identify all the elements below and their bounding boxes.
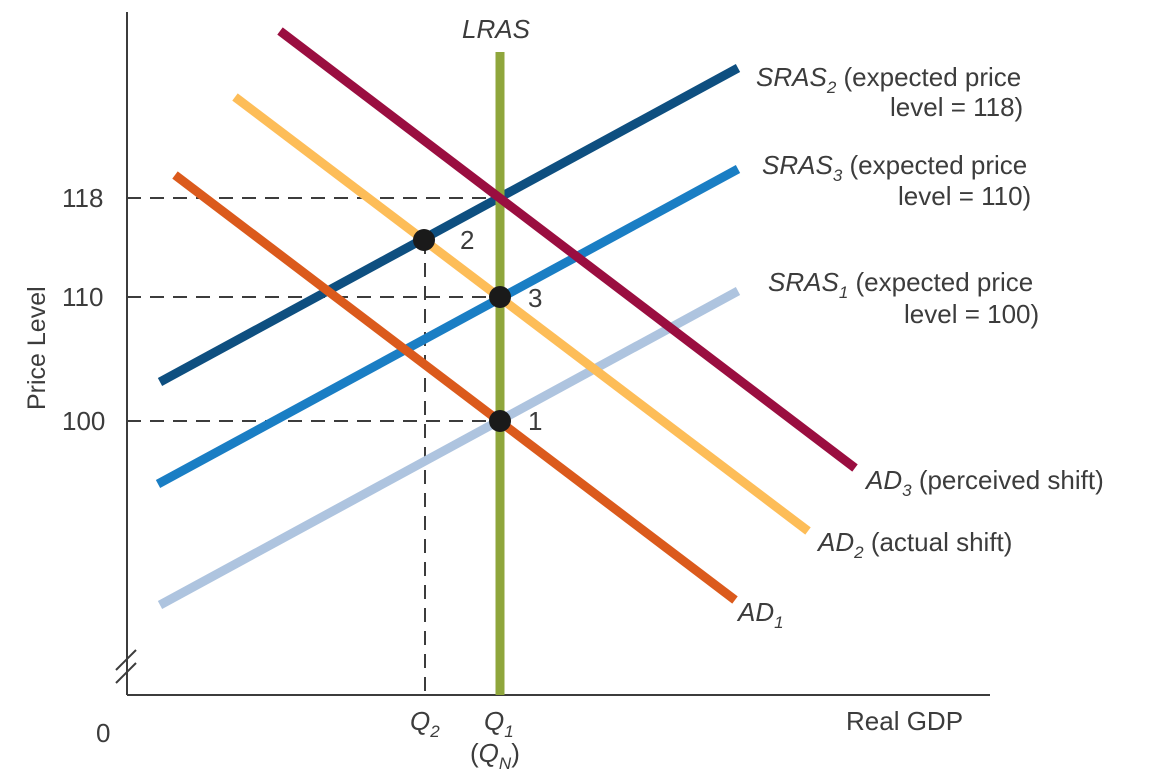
equilibrium-point-2 bbox=[413, 229, 435, 251]
equilibrium-point-1 bbox=[489, 410, 511, 432]
label-sras3-note: (expected price bbox=[842, 150, 1027, 180]
label-sras2-name: SRAS bbox=[756, 62, 827, 92]
label-sras3-name: SRAS bbox=[762, 150, 833, 180]
curve-ad2 bbox=[232, 93, 811, 535]
label-sras2-note: (expected price bbox=[836, 62, 1021, 92]
label-ad2-note: (actual shift) bbox=[864, 527, 1013, 557]
label-ad1-sub: 1 bbox=[774, 613, 783, 632]
ytick-label-110: 110 bbox=[62, 282, 103, 312]
axis-break-mark bbox=[115, 662, 137, 684]
label-lras: LRAS bbox=[462, 14, 531, 44]
label-ad1-name: AD bbox=[736, 597, 774, 627]
label-sras3: SRAS3 (expected price bbox=[762, 150, 1027, 185]
point-label-2: 2 bbox=[460, 225, 474, 255]
label-ad3: AD3 (perceived shift) bbox=[864, 465, 1104, 500]
label-sras1-note: (expected price bbox=[848, 267, 1033, 297]
xtick-label-q2: Q2 bbox=[410, 706, 440, 741]
label-ad2: AD2 (actual shift) bbox=[816, 527, 1012, 562]
xtick-q1-sub: 1 bbox=[504, 722, 513, 741]
label-ad1: AD1 bbox=[736, 597, 784, 632]
point-label-1: 1 bbox=[528, 406, 542, 436]
xtick-label-q1: Q1 bbox=[484, 706, 514, 741]
label-sras1-sub: 1 bbox=[839, 283, 848, 302]
label-ad3-sub: 3 bbox=[902, 481, 912, 500]
xtick-qn-open: ( bbox=[470, 738, 479, 768]
xtick-qn-close: ) bbox=[511, 738, 520, 768]
label-ad3-note: (perceived shift) bbox=[912, 465, 1104, 495]
label-sras1-note2: level = 100) bbox=[904, 299, 1039, 329]
label-sras2-sub: 2 bbox=[826, 78, 837, 97]
curve-sras1 bbox=[157, 287, 741, 609]
equilibrium-point-3 bbox=[489, 286, 511, 308]
label-sras3-note2: level = 110) bbox=[898, 181, 1031, 211]
axis-break-mark bbox=[115, 649, 137, 671]
ytick-label-118: 118 bbox=[62, 183, 103, 213]
curve-sras2 bbox=[157, 64, 741, 386]
point-label-3: 3 bbox=[528, 283, 542, 313]
x-axis-title: Real GDP bbox=[846, 706, 963, 736]
curve-ad1 bbox=[172, 171, 738, 604]
ytick-label-100: 100 bbox=[62, 406, 105, 436]
label-ad2-sub: 2 bbox=[853, 543, 864, 562]
xtick-qn-letter: Q bbox=[479, 738, 499, 768]
origin-label: 0 bbox=[96, 718, 110, 748]
label-ad3-name: AD bbox=[864, 465, 902, 495]
label-sras3-sub: 3 bbox=[833, 166, 843, 185]
label-sras2: SRAS2 (expected price bbox=[756, 62, 1021, 97]
label-ad2-name: AD bbox=[816, 527, 854, 557]
y-axis-title: Price Level bbox=[23, 286, 51, 410]
curve-sras3 bbox=[155, 165, 741, 488]
curve-ad3 bbox=[277, 27, 858, 472]
xtick-qn-sub: N bbox=[499, 754, 512, 769]
label-sras1: SRAS1 (expected price bbox=[768, 267, 1033, 302]
xtick-label-qn: (QN) bbox=[470, 738, 520, 769]
xtick-q1-letter: Q bbox=[484, 706, 504, 736]
xtick-q2-sub: 2 bbox=[429, 722, 440, 741]
label-sras2-note2: level = 118) bbox=[890, 92, 1023, 122]
label-sras1-name: SRAS bbox=[768, 267, 839, 297]
xtick-q2-letter: Q bbox=[410, 706, 430, 736]
